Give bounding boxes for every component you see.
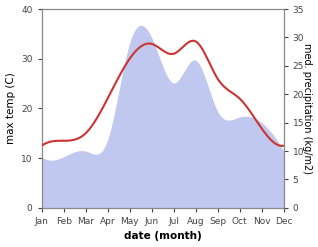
X-axis label: date (month): date (month) bbox=[124, 231, 202, 242]
Y-axis label: max temp (C): max temp (C) bbox=[5, 73, 16, 144]
Y-axis label: med. precipitation (kg/m2): med. precipitation (kg/m2) bbox=[302, 43, 313, 174]
